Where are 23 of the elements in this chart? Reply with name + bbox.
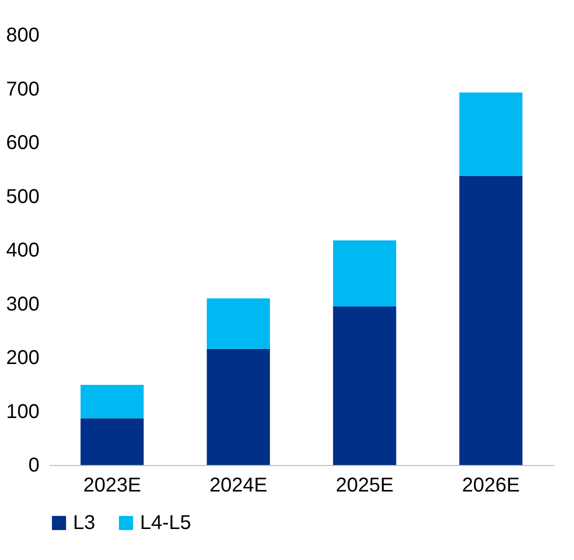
bar bbox=[80, 418, 144, 465]
bar bbox=[333, 240, 396, 306]
x-tick-label: 2024E bbox=[209, 474, 268, 496]
y-tick-label: 600 bbox=[6, 132, 40, 154]
bar bbox=[459, 92, 522, 176]
bar bbox=[206, 298, 270, 349]
y-tick-label: 400 bbox=[6, 240, 40, 262]
y-tick-label: 100 bbox=[6, 400, 40, 423]
y-tick-label: 500 bbox=[6, 186, 40, 208]
y-tick-label: 300 bbox=[6, 293, 40, 316]
x-tick-label: 2025E bbox=[336, 474, 394, 496]
bar bbox=[80, 384, 144, 418]
bar bbox=[206, 348, 270, 465]
legend-label: L3 bbox=[73, 512, 96, 534]
x-tick-label: 2023E bbox=[83, 474, 142, 496]
y-tick-label: 200 bbox=[6, 347, 40, 369]
y-tick-label: 0 bbox=[28, 454, 40, 476]
bar bbox=[333, 306, 396, 465]
x-tick-label: 2026E bbox=[462, 474, 520, 496]
legend-label: L4-L5 bbox=[140, 512, 192, 534]
bar bbox=[459, 176, 522, 465]
y-tick-label: 800 bbox=[6, 24, 40, 46]
y-tick-label: 700 bbox=[6, 78, 40, 100]
